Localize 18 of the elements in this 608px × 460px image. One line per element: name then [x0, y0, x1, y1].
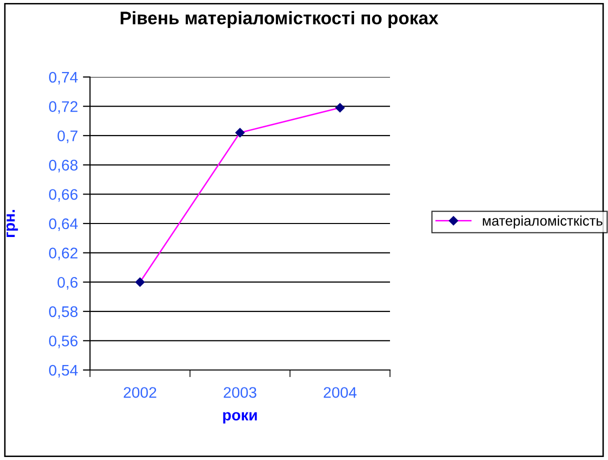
x-tick-label: 2004	[324, 387, 357, 398]
y-tick-label: 0,54	[49, 364, 78, 378]
x-tick-label: 2002	[124, 387, 156, 398]
y-tick-label: 0,6	[58, 276, 78, 290]
y-tick-label: 0,7	[58, 130, 78, 144]
y-tick-label: 0,74	[49, 72, 78, 84]
y-tick-label: 0,62	[49, 248, 78, 260]
y-tick-label: 0,56	[49, 336, 78, 348]
y-axis-title: грн.	[6, 210, 18, 238]
y-tick-label: 0,72	[49, 101, 78, 114]
x-axis-title: роки	[223, 412, 257, 424]
chart-title: Рівень матеріаломісткості по роках	[120, 11, 438, 28]
legend-label: матеріаломісткість	[482, 216, 602, 228]
y-tick-label: 0,68	[49, 160, 78, 172]
y-tick-label: 0,64	[49, 218, 78, 231]
y-tick-label: 0,66	[49, 189, 78, 202]
y-tick-label: 0,58	[49, 306, 78, 319]
x-tick-label: 2003	[224, 387, 256, 398]
